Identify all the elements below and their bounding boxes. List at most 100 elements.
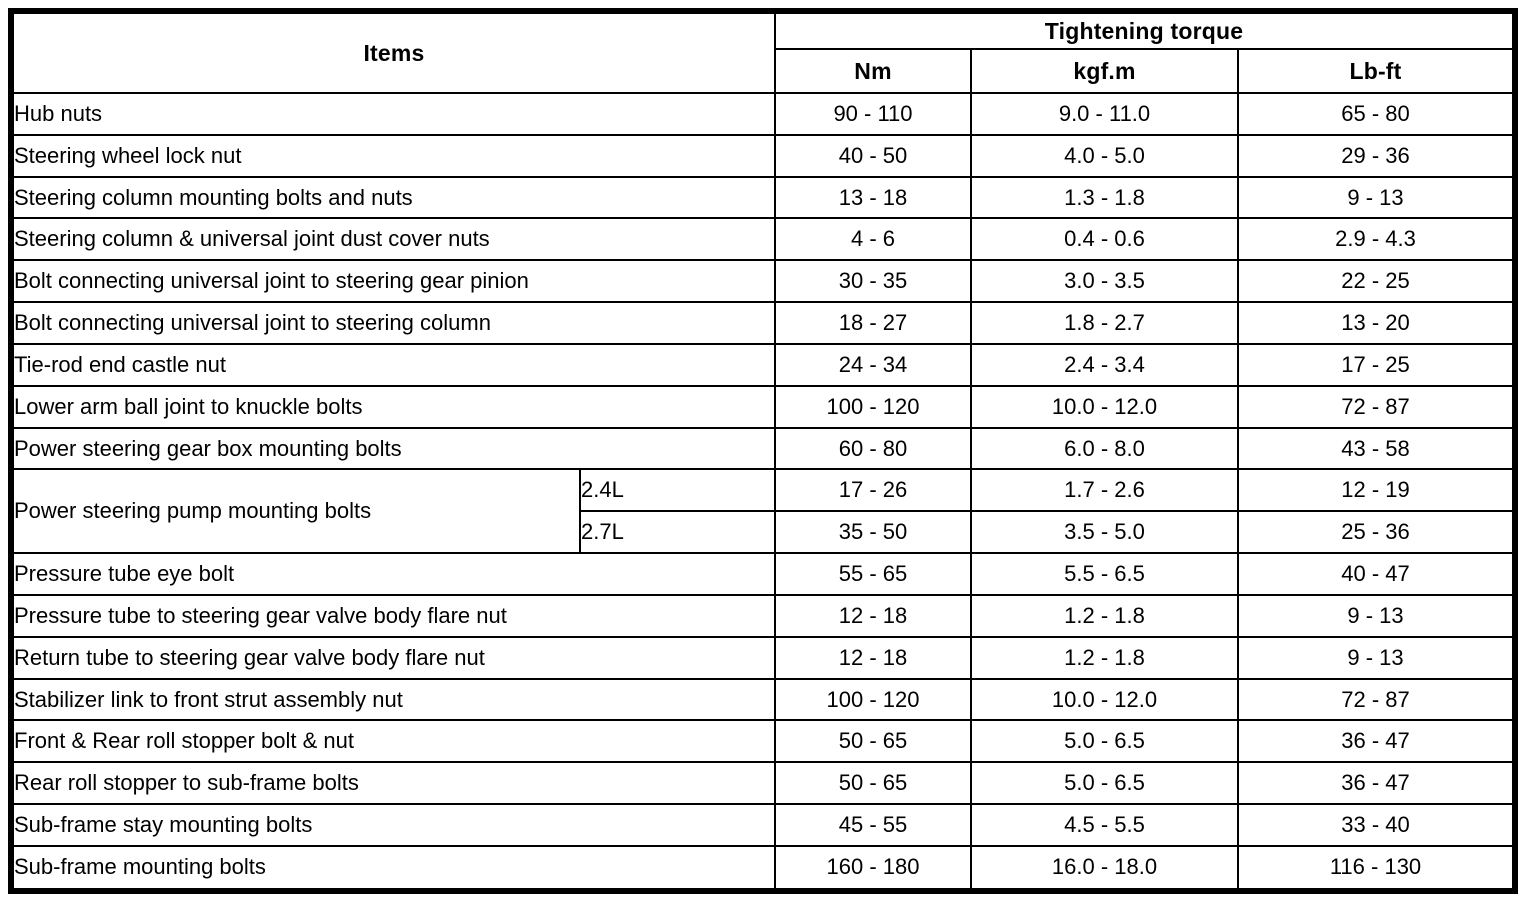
lbft-value-cell: 25 - 36 xyxy=(1237,510,1516,555)
lbft-value-cell: 43 - 58 xyxy=(1237,426,1516,471)
table-row: Power steering gear box mounting bolts 6… xyxy=(10,426,1516,471)
kgfm-value-cell: 4.0 - 5.0 xyxy=(970,133,1239,178)
item-cell: Pressure tube to steering gear valve bod… xyxy=(10,593,776,638)
item-cell: Stabilizer link to front strut assembly … xyxy=(10,677,776,722)
nm-value-cell: 24 - 34 xyxy=(774,342,972,387)
table-row: Steering wheel lock nut 40 - 50 4.0 - 5.… xyxy=(10,133,1516,178)
item-cell: Power steering pump mounting bolts xyxy=(10,468,581,555)
table-row: Front & Rear roll stopper bolt & nut 50 … xyxy=(10,719,1516,764)
table-row: Tie-rod end castle nut 24 - 34 2.4 - 3.4… xyxy=(10,342,1516,387)
nm-value-cell: 13 - 18 xyxy=(774,175,972,220)
kgfm-unit-header: kgf.m xyxy=(970,48,1239,94)
lbft-value-cell: 29 - 36 xyxy=(1237,133,1516,178)
item-cell: Steering column & universal joint dust c… xyxy=(10,217,776,262)
table-row: Bolt connecting universal joint to steer… xyxy=(10,301,1516,345)
item-cell: Steering wheel lock nut xyxy=(10,133,776,178)
kgfm-value-cell: 1.8 - 2.7 xyxy=(970,301,1239,345)
table-row: Lower arm ball joint to knuckle bolts 10… xyxy=(10,384,1516,429)
kgfm-value-cell: 5.0 - 6.5 xyxy=(970,719,1239,764)
lbft-value-cell: 9 - 13 xyxy=(1237,593,1516,638)
lbft-value-cell: 22 - 25 xyxy=(1237,259,1516,304)
nm-value-cell: 100 - 120 xyxy=(774,384,972,429)
lbft-value-cell: 9 - 13 xyxy=(1237,635,1516,680)
lbft-value-cell: 72 - 87 xyxy=(1237,677,1516,722)
nm-value-cell: 4 - 6 xyxy=(774,217,972,262)
item-cell: Hub nuts xyxy=(10,92,776,136)
kgfm-value-cell: 10.0 - 12.0 xyxy=(970,384,1239,429)
table-row: Hub nuts 90 - 110 9.0 - 11.0 65 - 80 xyxy=(10,92,1516,136)
nm-value-cell: 35 - 50 xyxy=(774,510,972,555)
nm-value-cell: 50 - 65 xyxy=(774,719,972,764)
table-row: Pressure tube to steering gear valve bod… xyxy=(10,593,1516,638)
nm-value-cell: 100 - 120 xyxy=(774,677,972,722)
kgfm-value-cell: 4.5 - 5.5 xyxy=(970,803,1239,847)
header-row-torque: Items Tightening torque xyxy=(10,10,1516,94)
table-row: Steering column mounting bolts and nuts … xyxy=(10,175,1516,220)
item-cell: Front & Rear roll stopper bolt & nut xyxy=(10,719,776,764)
table-row: Sub-frame mounting bolts 160 - 180 16.0 … xyxy=(10,844,1516,893)
nm-value-cell: 45 - 55 xyxy=(774,803,972,847)
kgfm-value-cell: 5.5 - 6.5 xyxy=(970,552,1239,596)
kgfm-value-cell: 3.0 - 3.5 xyxy=(970,259,1239,304)
lbft-value-cell: 116 - 130 xyxy=(1237,844,1516,893)
lbft-value-cell: 36 - 47 xyxy=(1237,761,1516,806)
item-cell: Sub-frame stay mounting bolts xyxy=(10,803,776,847)
table-row-pump-24: Power steering pump mounting bolts 2.4L … xyxy=(10,468,1516,555)
lbft-value-cell: 65 - 80 xyxy=(1237,92,1516,136)
nm-value-cell: 12 - 18 xyxy=(774,635,972,680)
lbft-value-cell: 36 - 47 xyxy=(1237,719,1516,764)
kgfm-value-cell: 16.0 - 18.0 xyxy=(970,844,1239,893)
engine-variant-cell: 2.7L xyxy=(579,510,776,555)
table-row: Stabilizer link to front strut assembly … xyxy=(10,677,1516,722)
tightening-torque-header: Tightening torque xyxy=(774,10,1516,50)
table-row: Rear roll stopper to sub-frame bolts 50 … xyxy=(10,761,1516,806)
lbft-value-cell: 2.9 - 4.3 xyxy=(1237,217,1516,262)
engine-variant-cell: 2.4L xyxy=(579,468,776,513)
kgfm-value-cell: 5.0 - 6.5 xyxy=(970,761,1239,806)
kgfm-value-cell: 3.5 - 5.0 xyxy=(970,510,1239,555)
table-row: Bolt connecting universal joint to steer… xyxy=(10,259,1516,304)
lbft-value-cell: 13 - 20 xyxy=(1237,301,1516,345)
table-row: Steering column & universal joint dust c… xyxy=(10,217,1516,262)
item-cell: Return tube to steering gear valve body … xyxy=(10,635,776,680)
lbft-value-cell: 17 - 25 xyxy=(1237,342,1516,387)
table-row-pump-27: 2.7L 35 - 50 3.5 - 5.0 25 - 36 xyxy=(11,510,1516,555)
item-cell: Pressure tube eye bolt xyxy=(10,552,776,596)
kgfm-value-cell: 1.2 - 1.8 xyxy=(970,593,1239,638)
nm-value-cell: 90 - 110 xyxy=(774,92,972,136)
lbft-unit-header: Lb-ft xyxy=(1237,48,1516,94)
kgfm-value-cell: 1.3 - 1.8 xyxy=(970,175,1239,220)
nm-unit-header: Nm xyxy=(774,48,972,94)
kgfm-value-cell: 10.0 - 12.0 xyxy=(970,677,1239,722)
item-cell: Tie-rod end castle nut xyxy=(10,342,776,387)
lbft-value-cell: 12 - 19 xyxy=(1237,468,1516,513)
lbft-value-cell: 72 - 87 xyxy=(1237,384,1516,429)
torque-spec-table-container: Items Tightening torque Nm kgf.m Lb-ft H… xyxy=(8,8,1518,894)
table-row: Pressure tube eye bolt 55 - 65 5.5 - 6.5… xyxy=(10,552,1516,596)
lbft-value-cell: 40 - 47 xyxy=(1237,552,1516,596)
item-cell: Bolt connecting universal joint to steer… xyxy=(10,301,776,345)
nm-value-cell: 30 - 35 xyxy=(774,259,972,304)
nm-value-cell: 17 - 26 xyxy=(774,468,972,513)
nm-value-cell: 18 - 27 xyxy=(774,301,972,345)
kgfm-value-cell: 1.7 - 2.6 xyxy=(970,468,1239,513)
nm-value-cell: 40 - 50 xyxy=(774,133,972,178)
nm-value-cell: 160 - 180 xyxy=(774,844,972,893)
table-row: Sub-frame stay mounting bolts 45 - 55 4.… xyxy=(10,803,1516,847)
kgfm-value-cell: 1.2 - 1.8 xyxy=(970,635,1239,680)
lbft-value-cell: 33 - 40 xyxy=(1237,803,1516,847)
nm-value-cell: 12 - 18 xyxy=(774,593,972,638)
nm-value-cell: 50 - 65 xyxy=(774,761,972,806)
item-cell: Power steering gear box mounting bolts xyxy=(10,426,776,471)
item-cell: Lower arm ball joint to knuckle bolts xyxy=(10,384,776,429)
nm-value-cell: 55 - 65 xyxy=(774,552,972,596)
header-row-units: Nm kgf.m Lb-ft xyxy=(11,48,1516,94)
item-cell: Steering column mounting bolts and nuts xyxy=(10,175,776,220)
nm-value-cell: 60 - 80 xyxy=(774,426,972,471)
item-cell: Sub-frame mounting bolts xyxy=(10,844,776,893)
kgfm-value-cell: 6.0 - 8.0 xyxy=(970,426,1239,471)
table-row: Return tube to steering gear valve body … xyxy=(10,635,1516,680)
torque-spec-table: Items Tightening torque Nm kgf.m Lb-ft H… xyxy=(8,8,1518,894)
items-header: Items xyxy=(10,10,776,94)
kgfm-value-cell: 9.0 - 11.0 xyxy=(970,92,1239,136)
